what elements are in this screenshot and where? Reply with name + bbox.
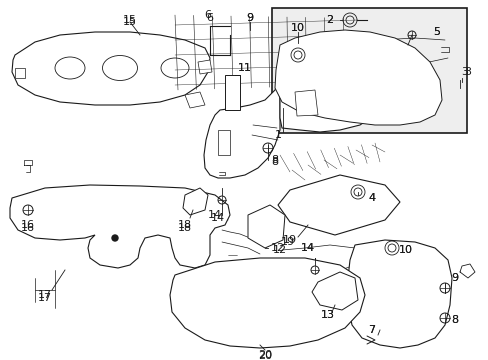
Text: 9: 9 xyxy=(450,273,458,283)
Polygon shape xyxy=(203,80,280,178)
Bar xyxy=(271,8,466,133)
Text: 16: 16 xyxy=(21,223,35,233)
Text: 9: 9 xyxy=(450,273,458,283)
Text: 14: 14 xyxy=(210,213,224,223)
Text: 9: 9 xyxy=(246,13,253,23)
Polygon shape xyxy=(198,60,212,74)
Text: 18: 18 xyxy=(178,220,192,230)
Polygon shape xyxy=(184,92,204,108)
Polygon shape xyxy=(183,188,207,215)
Text: 3: 3 xyxy=(461,67,468,77)
Circle shape xyxy=(112,235,118,241)
Polygon shape xyxy=(280,78,379,132)
Polygon shape xyxy=(12,32,209,105)
Text: 17: 17 xyxy=(38,290,52,300)
Polygon shape xyxy=(247,205,285,248)
Text: 4: 4 xyxy=(367,193,375,203)
Text: 7: 7 xyxy=(367,325,375,335)
Text: 12: 12 xyxy=(272,245,286,255)
Text: 10: 10 xyxy=(290,23,305,33)
Text: 15: 15 xyxy=(123,17,137,27)
Polygon shape xyxy=(10,185,229,268)
Text: 18: 18 xyxy=(178,223,192,233)
Text: 14: 14 xyxy=(207,210,222,220)
Text: 5: 5 xyxy=(433,27,440,37)
Text: 10: 10 xyxy=(290,23,305,33)
Text: 14: 14 xyxy=(300,243,314,253)
Text: 2: 2 xyxy=(326,15,333,25)
Text: 6: 6 xyxy=(206,13,213,23)
Text: 2: 2 xyxy=(326,15,333,25)
Text: 7: 7 xyxy=(367,325,375,335)
Text: 14: 14 xyxy=(300,243,314,253)
Text: 8: 8 xyxy=(450,315,458,325)
Text: 3: 3 xyxy=(464,67,470,77)
Text: 17: 17 xyxy=(38,293,52,303)
Text: 20: 20 xyxy=(257,351,271,360)
Text: 8: 8 xyxy=(271,157,278,167)
Text: 5: 5 xyxy=(433,27,440,37)
Text: 4: 4 xyxy=(367,193,375,203)
Text: 15: 15 xyxy=(123,15,137,25)
Text: 1: 1 xyxy=(274,130,281,140)
Polygon shape xyxy=(294,90,317,116)
Polygon shape xyxy=(224,75,240,110)
Text: 9: 9 xyxy=(246,13,253,23)
Polygon shape xyxy=(347,240,451,348)
Text: 16: 16 xyxy=(21,220,35,230)
Text: 19: 19 xyxy=(281,237,294,247)
Text: 12: 12 xyxy=(270,243,285,253)
Text: 8: 8 xyxy=(271,155,278,165)
Text: 20: 20 xyxy=(257,350,271,360)
Text: 10: 10 xyxy=(398,245,412,255)
Polygon shape xyxy=(218,130,229,155)
Polygon shape xyxy=(170,258,364,348)
Text: 13: 13 xyxy=(320,310,334,320)
Polygon shape xyxy=(278,175,399,235)
Text: 11: 11 xyxy=(238,63,251,73)
Polygon shape xyxy=(311,272,357,310)
Text: 10: 10 xyxy=(398,245,412,255)
Text: 13: 13 xyxy=(320,310,334,320)
Polygon shape xyxy=(274,30,441,125)
Text: 11: 11 xyxy=(238,63,251,73)
Text: 19: 19 xyxy=(283,235,296,245)
Text: 8: 8 xyxy=(450,315,458,325)
Polygon shape xyxy=(15,68,25,78)
Text: 6: 6 xyxy=(204,10,211,20)
